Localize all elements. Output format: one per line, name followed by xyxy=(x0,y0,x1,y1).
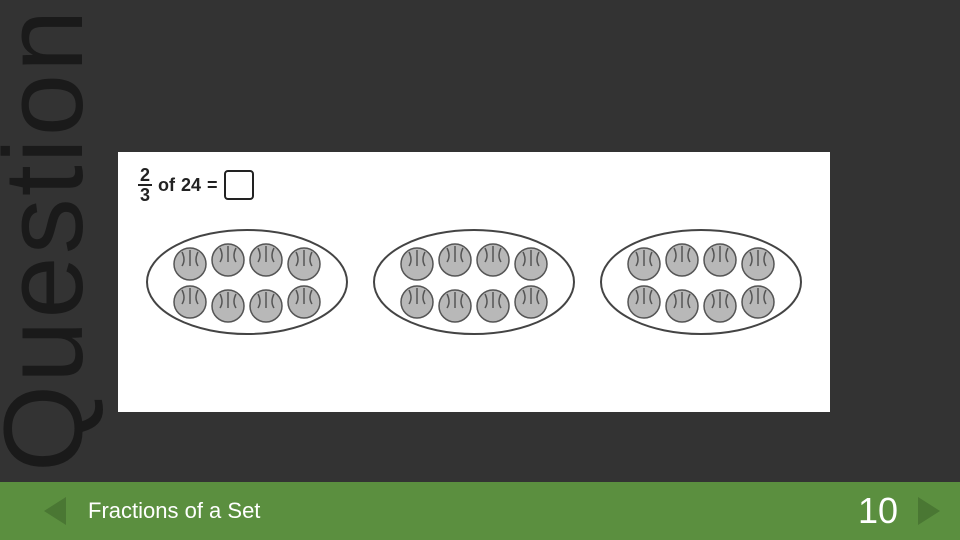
sidebar-question-label: Question xyxy=(0,8,100,472)
plates-row xyxy=(138,222,810,342)
next-arrow-icon[interactable] xyxy=(918,497,940,525)
prev-arrow-icon[interactable] xyxy=(44,497,66,525)
fraction: 2 3 xyxy=(138,166,152,204)
of-text: of xyxy=(158,175,175,196)
slide: Question 2 3 of 24 = xyxy=(0,0,960,540)
plate-1 xyxy=(142,222,352,342)
fraction-numerator: 2 xyxy=(138,166,152,186)
equation: 2 3 of 24 = xyxy=(138,166,810,204)
equals-sign: = xyxy=(207,175,218,196)
fraction-denominator: 3 xyxy=(138,186,152,204)
footer-bar: Fractions of a Set 10 xyxy=(0,482,960,540)
footer-title: Fractions of a Set xyxy=(88,498,858,524)
question-content: 2 3 of 24 = xyxy=(118,152,830,412)
total-number: 24 xyxy=(181,175,201,196)
plate-3 xyxy=(596,222,806,342)
answer-input-box[interactable] xyxy=(224,170,254,200)
page-number: 10 xyxy=(858,490,898,532)
plate-2 xyxy=(369,222,579,342)
